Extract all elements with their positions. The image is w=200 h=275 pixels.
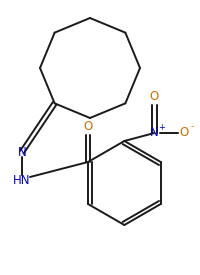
Text: O: O — [150, 90, 159, 103]
Text: HN: HN — [13, 174, 31, 186]
Text: +: + — [158, 122, 165, 131]
Text: N: N — [18, 145, 26, 158]
Text: -: - — [191, 122, 194, 131]
Text: O: O — [83, 120, 93, 133]
Text: N: N — [150, 126, 159, 139]
Text: O: O — [180, 126, 189, 139]
